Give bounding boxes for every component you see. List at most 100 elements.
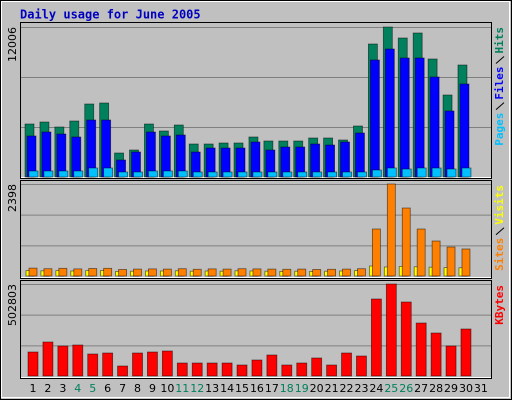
bar bbox=[311, 357, 323, 377]
x-tick-label: 4 bbox=[74, 382, 81, 395]
bar bbox=[312, 171, 323, 178]
x-tick-label: 22 bbox=[340, 382, 354, 395]
bar bbox=[133, 268, 142, 277]
bar bbox=[430, 332, 442, 377]
bar bbox=[148, 170, 158, 178]
bar bbox=[416, 228, 426, 277]
bar bbox=[177, 170, 188, 178]
bar bbox=[147, 351, 158, 377]
bar bbox=[429, 76, 440, 178]
panel-frame bbox=[20, 180, 492, 279]
bar bbox=[87, 353, 99, 377]
bar bbox=[401, 168, 412, 178]
bar bbox=[282, 268, 292, 277]
x-tick-label: 1 bbox=[30, 382, 37, 395]
legend-label: KBytes bbox=[493, 285, 506, 325]
bar bbox=[57, 345, 69, 377]
x-tick-label: 26 bbox=[399, 382, 413, 395]
legend-label: Pages bbox=[493, 113, 506, 146]
x-tick-label: 21 bbox=[325, 382, 339, 395]
bar bbox=[326, 364, 338, 377]
bar bbox=[221, 362, 233, 377]
bar bbox=[73, 268, 83, 277]
x-tick-label: 29 bbox=[444, 382, 458, 395]
bar bbox=[148, 268, 157, 277]
x-tick-label: 8 bbox=[134, 382, 141, 395]
legend-separator bbox=[495, 227, 505, 236]
x-tick-label: 3 bbox=[59, 382, 66, 395]
bar bbox=[251, 359, 263, 377]
bar bbox=[102, 352, 114, 377]
bar bbox=[72, 344, 84, 377]
bar bbox=[27, 351, 39, 377]
y-tick-label: 502803 bbox=[6, 284, 19, 326]
bar bbox=[327, 171, 338, 178]
bar bbox=[206, 362, 218, 377]
bar bbox=[297, 171, 308, 178]
bar bbox=[356, 355, 367, 377]
bar bbox=[58, 267, 68, 277]
x-tick-label: 2 bbox=[44, 382, 51, 395]
bar bbox=[401, 207, 411, 277]
bar bbox=[266, 354, 278, 377]
bar bbox=[252, 171, 263, 178]
bar bbox=[162, 268, 172, 277]
bar bbox=[73, 170, 84, 178]
bar bbox=[444, 110, 455, 178]
bar bbox=[416, 167, 427, 178]
bar bbox=[341, 352, 352, 377]
bar bbox=[191, 362, 203, 377]
bar bbox=[342, 171, 352, 178]
bar bbox=[296, 362, 308, 377]
x-tick-label: 16 bbox=[250, 382, 264, 395]
bar bbox=[282, 171, 293, 178]
bar bbox=[386, 183, 396, 277]
bar bbox=[192, 171, 203, 178]
bar bbox=[312, 269, 322, 277]
bar bbox=[252, 268, 262, 277]
bar bbox=[237, 268, 247, 277]
bar bbox=[446, 168, 457, 178]
x-tick-label: 5 bbox=[89, 382, 96, 395]
bar bbox=[132, 352, 143, 377]
x-tick-label: 10 bbox=[160, 382, 174, 395]
bar bbox=[459, 83, 470, 178]
bar bbox=[103, 167, 114, 178]
bar bbox=[385, 283, 397, 377]
x-tick-label: 17 bbox=[265, 382, 279, 395]
x-tick-label: 19 bbox=[295, 382, 309, 395]
x-tick-label: 15 bbox=[235, 382, 249, 395]
bar bbox=[415, 322, 427, 377]
bar bbox=[400, 301, 412, 377]
x-tick-label: 6 bbox=[104, 382, 111, 395]
legend-label: Visits bbox=[493, 185, 506, 225]
bar bbox=[237, 171, 248, 178]
legend-label: Sites bbox=[493, 238, 506, 271]
bar bbox=[88, 167, 99, 178]
bar bbox=[431, 167, 442, 178]
bar bbox=[43, 268, 53, 277]
bar bbox=[58, 170, 69, 178]
bar bbox=[371, 169, 382, 178]
bar bbox=[357, 268, 366, 277]
y-tick-label: 2398 bbox=[6, 184, 19, 212]
bar bbox=[133, 171, 143, 178]
bar bbox=[461, 248, 471, 277]
legend-label: Hits bbox=[493, 27, 506, 54]
bar bbox=[28, 170, 39, 178]
bar bbox=[118, 171, 128, 178]
x-tick-label: 7 bbox=[119, 382, 126, 395]
bar bbox=[281, 364, 293, 377]
bar bbox=[176, 362, 188, 377]
graph-title: Daily usage for June 2005 bbox=[20, 8, 201, 22]
legend-separator bbox=[495, 102, 505, 111]
bar bbox=[222, 268, 232, 277]
bar bbox=[355, 132, 365, 178]
x-tick-label: 14 bbox=[220, 382, 234, 395]
bar bbox=[370, 298, 382, 377]
bar bbox=[384, 48, 395, 178]
x-tick-label: 11 bbox=[175, 382, 189, 395]
bar bbox=[43, 170, 54, 178]
bar bbox=[177, 268, 187, 277]
